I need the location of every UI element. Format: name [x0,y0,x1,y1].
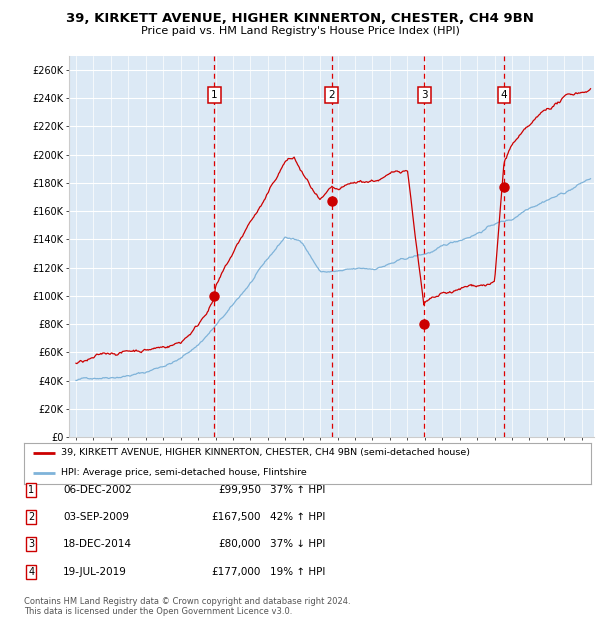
Text: 18-DEC-2014: 18-DEC-2014 [63,539,132,549]
Text: 2: 2 [28,512,34,522]
Text: Price paid vs. HM Land Registry's House Price Index (HPI): Price paid vs. HM Land Registry's House … [140,26,460,36]
Text: £99,950: £99,950 [218,485,261,495]
Text: 37% ↓ HPI: 37% ↓ HPI [270,539,325,549]
Text: 06-DEC-2002: 06-DEC-2002 [63,485,132,495]
Text: 42% ↑ HPI: 42% ↑ HPI [270,512,325,522]
Text: 19% ↑ HPI: 19% ↑ HPI [270,567,325,577]
Text: 4: 4 [28,567,34,577]
Text: This data is licensed under the Open Government Licence v3.0.: This data is licensed under the Open Gov… [24,606,292,616]
Text: 1: 1 [211,91,217,100]
Text: 39, KIRKETT AVENUE, HIGHER KINNERTON, CHESTER, CH4 9BN: 39, KIRKETT AVENUE, HIGHER KINNERTON, CH… [66,12,534,25]
Text: 3: 3 [421,91,427,100]
Text: £80,000: £80,000 [218,539,261,549]
Text: 4: 4 [500,91,508,100]
Text: HPI: Average price, semi-detached house, Flintshire: HPI: Average price, semi-detached house,… [61,469,307,477]
Text: 2: 2 [329,91,335,100]
Text: £167,500: £167,500 [212,512,261,522]
Text: 03-SEP-2009: 03-SEP-2009 [63,512,129,522]
Text: Contains HM Land Registry data © Crown copyright and database right 2024.: Contains HM Land Registry data © Crown c… [24,597,350,606]
Text: 39, KIRKETT AVENUE, HIGHER KINNERTON, CHESTER, CH4 9BN (semi-detached house): 39, KIRKETT AVENUE, HIGHER KINNERTON, CH… [61,448,470,457]
Text: 19-JUL-2019: 19-JUL-2019 [63,567,127,577]
Text: 1: 1 [28,485,34,495]
Text: £177,000: £177,000 [212,567,261,577]
Text: 3: 3 [28,539,34,549]
Text: 37% ↑ HPI: 37% ↑ HPI [270,485,325,495]
